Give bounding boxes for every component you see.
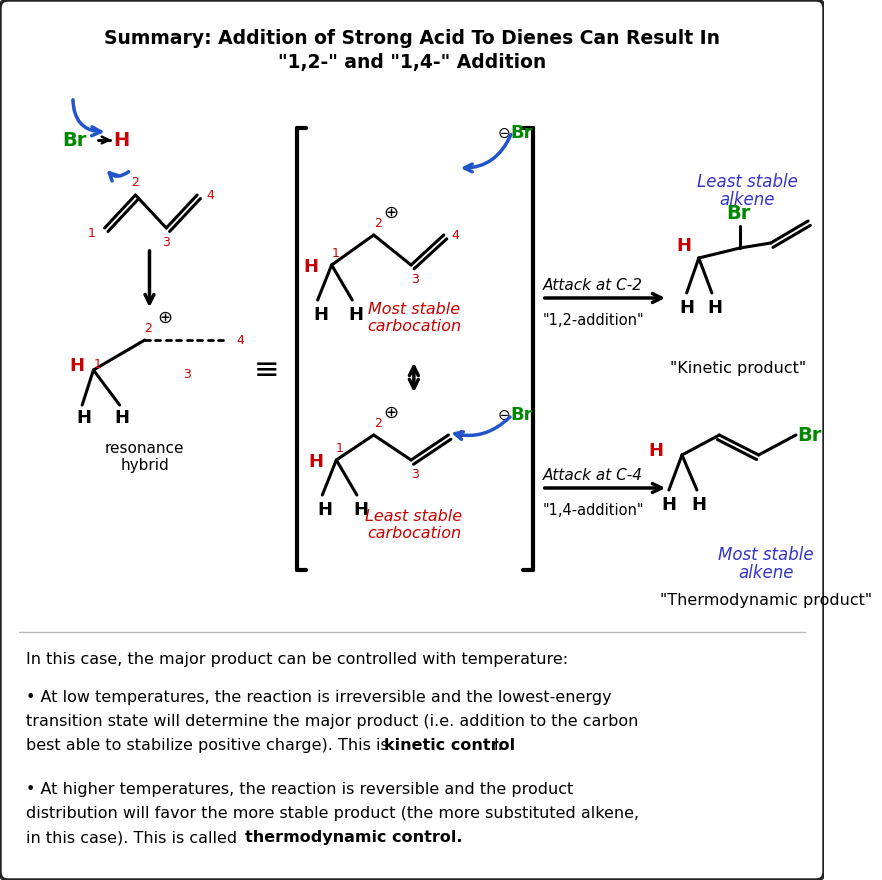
Text: Br: Br [796, 426, 821, 444]
Text: transition state will determine the major product (i.e. addition to the carbon: transition state will determine the majo… [26, 714, 639, 729]
Text: H: H [348, 306, 363, 324]
Text: thermodynamic control.: thermodynamic control. [245, 830, 463, 845]
Text: • At higher temperatures, the reaction is reversible and the product: • At higher temperatures, the reaction i… [26, 782, 573, 797]
Text: H: H [691, 496, 706, 514]
Text: "1,4-addition": "1,4-addition" [542, 502, 644, 517]
Text: H: H [707, 299, 722, 317]
Text: 2: 2 [375, 216, 382, 230]
Text: 4: 4 [456, 429, 464, 442]
Text: 3: 3 [183, 368, 191, 380]
Text: ≡: ≡ [253, 356, 279, 385]
Text: H: H [313, 306, 328, 324]
Text: In this case, the major product can be controlled with temperature:: In this case, the major product can be c… [26, 652, 568, 667]
Text: H: H [353, 501, 368, 519]
Text: H: H [662, 496, 676, 514]
Text: 4: 4 [206, 188, 214, 202]
Text: hybrid: hybrid [121, 458, 169, 473]
Text: Attack at C-4: Attack at C-4 [543, 467, 643, 482]
Text: ⊕: ⊕ [383, 404, 398, 422]
Text: Least stable: Least stable [697, 173, 798, 191]
Text: 3: 3 [162, 236, 170, 248]
Text: "Kinetic product": "Kinetic product" [670, 361, 806, 376]
Text: H: H [318, 501, 333, 519]
Text: Br: Br [510, 406, 533, 424]
Text: H: H [676, 237, 691, 255]
Text: 1: 1 [93, 357, 101, 370]
Text: 4: 4 [236, 334, 244, 347]
Text: 3: 3 [411, 467, 419, 480]
Text: H: H [303, 258, 318, 276]
Text: best able to stabilize positive charge). This is: best able to stabilize positive charge).… [26, 738, 394, 753]
Text: kinetic control: kinetic control [385, 738, 515, 753]
Text: H: H [648, 442, 663, 460]
Text: "1,2-addition": "1,2-addition" [542, 312, 644, 327]
Text: 2: 2 [131, 175, 139, 188]
Text: Br: Br [726, 203, 751, 223]
Text: l.: l. [494, 738, 504, 753]
Text: ⊕: ⊕ [383, 204, 398, 222]
Text: Most stable
carbocation: Most stable carbocation [367, 302, 461, 334]
Text: H: H [679, 299, 694, 317]
Text: Br: Br [63, 130, 87, 150]
Text: • At low temperatures, the reaction is irreversible and the lowest-energy: • At low temperatures, the reaction is i… [26, 690, 612, 705]
Text: H: H [77, 409, 92, 427]
Text: 1: 1 [87, 226, 95, 239]
Text: Attack at C-2: Attack at C-2 [543, 277, 643, 292]
Text: 2: 2 [375, 416, 382, 429]
Text: 3: 3 [411, 273, 419, 285]
Text: 4: 4 [451, 229, 459, 241]
Text: "1,2-" and "1,4-" Addition: "1,2-" and "1,4-" Addition [278, 53, 546, 71]
Text: 2: 2 [145, 321, 153, 334]
Text: distribution will favor the more stable product (the more substituted alkene,: distribution will favor the more stable … [26, 806, 639, 821]
Text: H: H [309, 453, 324, 471]
Text: 1: 1 [332, 246, 340, 260]
Text: H: H [113, 130, 130, 150]
Text: alkene: alkene [738, 564, 794, 582]
Text: "Thermodynamic product": "Thermodynamic product" [660, 592, 872, 607]
Text: Summary: Addition of Strong Acid To Dienes Can Result In: Summary: Addition of Strong Acid To Dien… [104, 28, 720, 48]
Text: Most stable: Most stable [718, 546, 814, 564]
Text: Br: Br [510, 124, 533, 142]
FancyBboxPatch shape [0, 0, 824, 880]
Text: 1: 1 [336, 442, 344, 454]
Text: ⊖: ⊖ [498, 407, 511, 422]
Text: ⊖: ⊖ [498, 126, 511, 141]
Text: H: H [114, 409, 129, 427]
Text: ⊕: ⊕ [158, 309, 173, 327]
Text: in this case). This is called: in this case). This is called [26, 830, 243, 845]
Text: resonance: resonance [105, 441, 184, 456]
Text: H: H [69, 357, 84, 375]
Text: alkene: alkene [720, 191, 775, 209]
Text: Least stable
carbocation: Least stable carbocation [365, 509, 462, 541]
